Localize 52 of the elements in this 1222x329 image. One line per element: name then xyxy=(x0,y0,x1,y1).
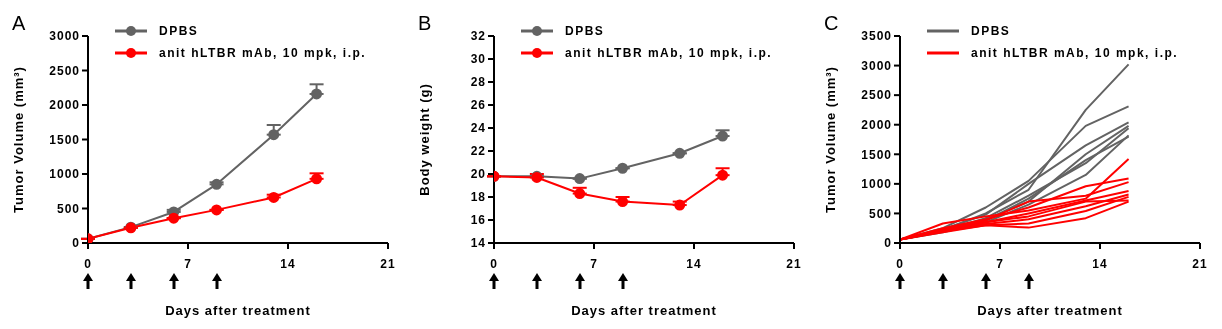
y-tick-label: 24 xyxy=(470,121,486,136)
x-axis-title: Days after treatment xyxy=(165,303,311,318)
legend-label: DPBS xyxy=(971,23,1011,40)
y-tick-label: 0 xyxy=(884,236,892,251)
y-tick-label: 3000 xyxy=(49,29,80,44)
y-axis-title: Body weight (g) xyxy=(416,83,432,196)
y-tick-label: 2000 xyxy=(49,98,80,113)
x-tick-label: 21 xyxy=(380,256,396,271)
y-tick-label: 26 xyxy=(470,98,486,113)
x-tick-label: 7 xyxy=(590,256,598,271)
chart-title: C xyxy=(824,12,839,35)
x-tick-label: 21 xyxy=(1192,256,1208,271)
y-tick-label: 1000 xyxy=(861,177,892,192)
y-tick-label: 28 xyxy=(470,75,486,90)
x-tick-label: 14 xyxy=(1092,256,1108,271)
y-tick-label: 30 xyxy=(470,52,486,67)
x-tick-label: 0 xyxy=(896,256,904,271)
y-tick-label: 3000 xyxy=(861,58,892,73)
legend-label: anit hLTBR mAb, 10 mpk, i.p. xyxy=(971,45,1179,62)
chart-title: B xyxy=(418,12,432,35)
x-tick-label: 14 xyxy=(686,256,702,271)
x-tick-label: 21 xyxy=(786,256,802,271)
y-tick-label: 22 xyxy=(470,144,486,159)
y-tick-label: 18 xyxy=(470,190,486,205)
y-tick-label: 1500 xyxy=(861,147,892,162)
y-tick-label: 3500 xyxy=(861,29,892,44)
y-tick-label: 14 xyxy=(470,236,486,251)
y-tick-label: 2500 xyxy=(861,88,892,103)
y-tick-label: 2500 xyxy=(49,63,80,78)
y-tick-label: 20 xyxy=(470,167,486,182)
x-tick-label: 7 xyxy=(184,256,192,271)
legend-label: DPBS xyxy=(159,23,199,40)
x-tick-label: 7 xyxy=(996,256,1004,271)
y-axis-title: Tumor Volume (mm³) xyxy=(822,66,838,213)
y-tick-label: 32 xyxy=(470,29,486,44)
y-tick-label: 500 xyxy=(56,201,80,216)
y-tick-label: 500 xyxy=(868,206,892,221)
chart-title: A xyxy=(12,12,26,35)
y-axis-title: Tumor Volume (mm³) xyxy=(10,66,26,213)
y-tick-label: 0 xyxy=(72,236,80,251)
legend-label: DPBS xyxy=(565,23,605,40)
x-axis-title: Days after treatment xyxy=(977,303,1123,318)
y-tick-label: 1000 xyxy=(49,167,80,182)
x-tick-label: 0 xyxy=(490,256,498,271)
y-tick-label: 2000 xyxy=(861,117,892,132)
x-axis-title: Days after treatment xyxy=(571,303,717,318)
y-tick-label: 1500 xyxy=(49,132,80,147)
y-tick-label: 16 xyxy=(470,213,486,228)
legend-label: anit hLTBR mAb, 10 mpk, i.p. xyxy=(159,45,367,62)
x-tick-label: 0 xyxy=(84,256,92,271)
legend-label: anit hLTBR mAb, 10 mpk, i.p. xyxy=(565,45,773,62)
x-tick-label: 14 xyxy=(280,256,296,271)
